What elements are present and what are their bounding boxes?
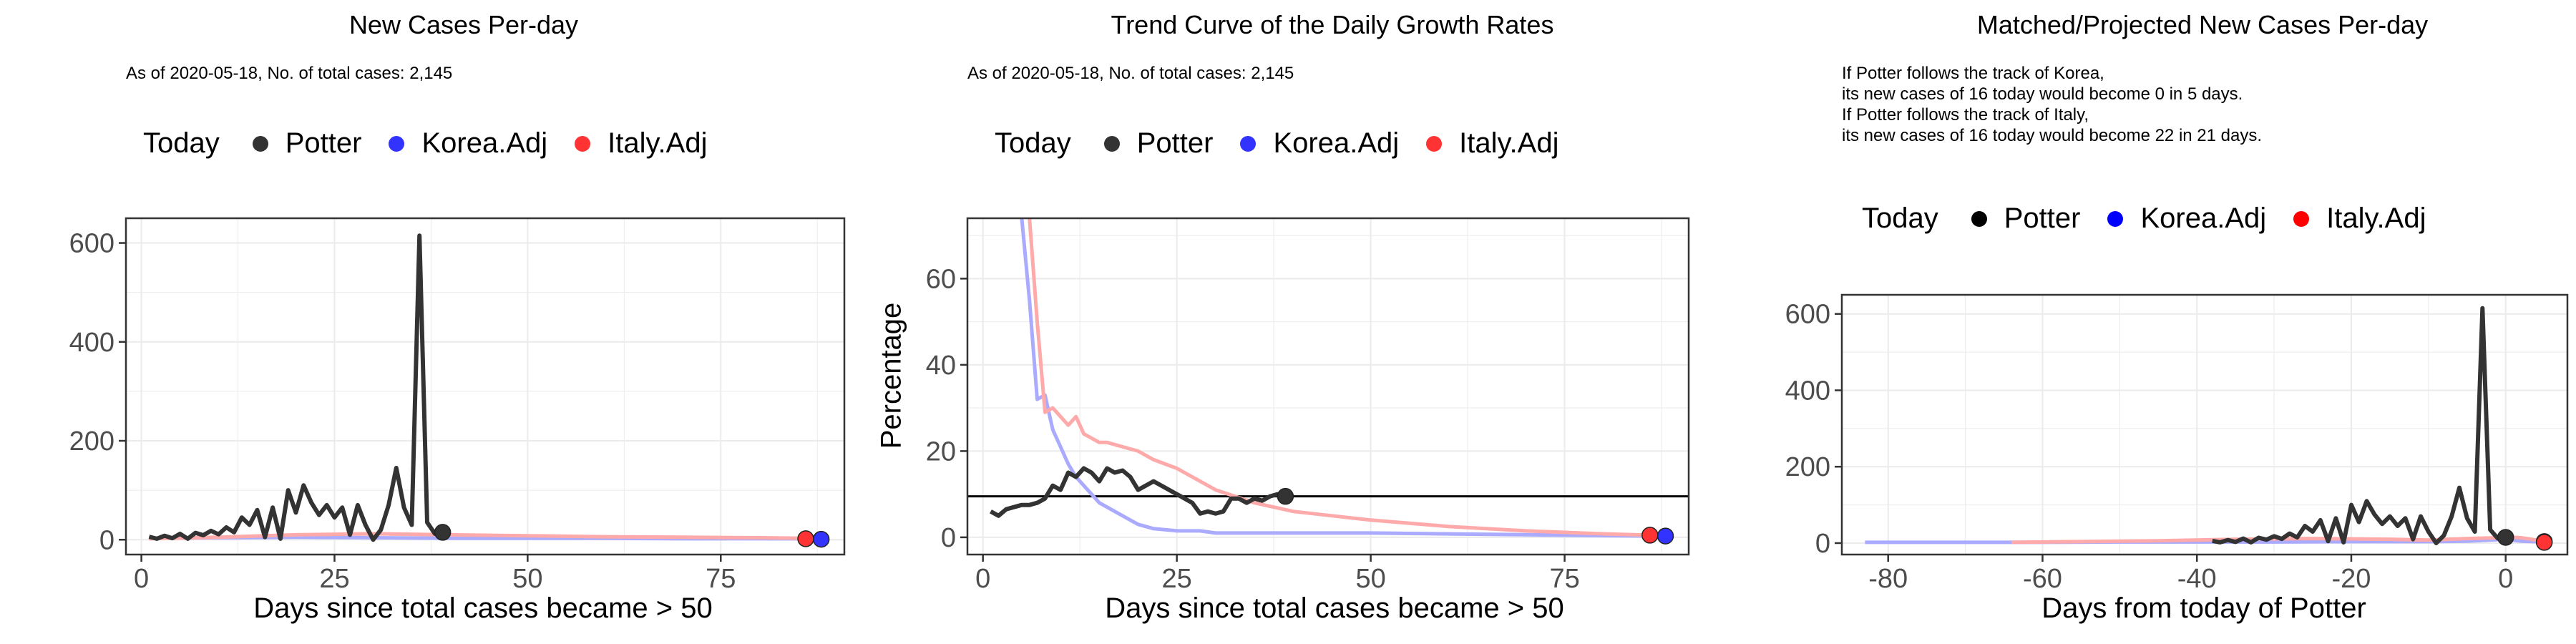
series-line-potter bbox=[148, 233, 444, 542]
y-tick-label: 600 bbox=[69, 229, 114, 259]
chart-subtitle-line: If Potter follows the track of Italy, bbox=[1842, 105, 2089, 125]
legend-italy-dot-icon bbox=[575, 135, 591, 152]
legend-korea-dot-icon bbox=[2107, 210, 2124, 227]
legend-korea-label: Korea.Adj bbox=[1273, 127, 1400, 159]
x-tick-label: 0 bbox=[975, 564, 990, 594]
chart-subtitle-line: its new cases of 16 today would become 2… bbox=[1842, 126, 2263, 145]
today-point-korea-adj bbox=[812, 530, 830, 548]
y-tick-label: 600 bbox=[1785, 300, 1830, 330]
today-point-potter bbox=[1277, 487, 1294, 505]
legend-italy-dot-icon bbox=[2293, 210, 2310, 227]
today-point-italy-adj bbox=[2535, 534, 2553, 551]
legend-potter-dot-icon bbox=[1103, 135, 1120, 152]
y-tick-label: 0 bbox=[941, 523, 956, 553]
x-axis-label: Days since total cases became > 50 bbox=[253, 592, 713, 624]
x-tick-label: 25 bbox=[1162, 564, 1192, 594]
series-line-potter bbox=[990, 466, 1287, 518]
series-group bbox=[148, 233, 821, 542]
x-tick-label: -20 bbox=[2331, 564, 2371, 594]
today-point-italy-adj bbox=[797, 530, 814, 547]
x-tick-label: 50 bbox=[1355, 564, 1385, 594]
chart-panel-new-cases: New Cases Per-day As of 2020-05-18, No. … bbox=[0, 0, 859, 644]
chart-subtitle-line: As of 2020-05-18, No. of total cases: 2,… bbox=[967, 64, 1294, 83]
series-line-korea-adj bbox=[1020, 218, 1666, 538]
y-tick-label: 20 bbox=[926, 436, 956, 467]
y-axis-label: Percentage bbox=[875, 302, 907, 449]
series-line-potter bbox=[2212, 306, 2507, 545]
y-tick-label: 200 bbox=[69, 426, 114, 457]
y-tick-label: 0 bbox=[99, 525, 114, 555]
legend-title: Today bbox=[1862, 203, 1938, 234]
x-tick-label: -40 bbox=[2177, 564, 2217, 594]
x-tick-label: 75 bbox=[1549, 564, 1579, 594]
x-tick-label: 75 bbox=[706, 564, 736, 594]
chart-title: Trend Curve of the Daily Growth Rates bbox=[1111, 10, 1554, 39]
legend-potter-dot-icon bbox=[1971, 210, 1987, 227]
series-group bbox=[967, 218, 1689, 538]
legend-korea-dot-icon bbox=[1240, 135, 1257, 152]
chart-subtitle-line: If Potter follows the track of Korea, bbox=[1842, 64, 2104, 83]
x-tick-label: -80 bbox=[1868, 564, 1908, 594]
x-tick-label: 50 bbox=[512, 564, 542, 594]
legend-potter-label: Potter bbox=[2004, 203, 2081, 234]
x-axis-label: Days from today of Potter bbox=[2041, 592, 2366, 624]
y-tick-label: 400 bbox=[69, 328, 114, 358]
legend-italy-label: Italy.Adj bbox=[1459, 127, 1559, 159]
today-point-korea-adj bbox=[1657, 527, 1674, 545]
panel-border bbox=[125, 217, 846, 556]
x-tick-label: 0 bbox=[2498, 564, 2513, 594]
legend-title: Today bbox=[995, 127, 1071, 159]
legend: Today Potter Korea.Adj Italy.Adj bbox=[143, 127, 727, 160]
legend-title: Today bbox=[143, 127, 220, 159]
today-point-potter bbox=[2497, 529, 2514, 546]
x-tick-label: 25 bbox=[319, 564, 349, 594]
legend-italy-label: Italy.Adj bbox=[2326, 203, 2426, 234]
chart-title: New Cases Per-day bbox=[348, 10, 579, 39]
series-line-italy-adj bbox=[1028, 218, 1650, 537]
chart-subtitle-line: its new cases of 16 today would become 0… bbox=[1842, 84, 2243, 104]
panel-border bbox=[966, 217, 1690, 556]
y-tick-label: 0 bbox=[1815, 529, 1830, 559]
legend-italy-dot-icon bbox=[1426, 135, 1443, 152]
legend-korea-label: Korea.Adj bbox=[2140, 203, 2267, 234]
y-tick-label: 400 bbox=[1785, 376, 1830, 406]
chart-plot-area: -80 -60 -40 -20 0 0 200 400 600 bbox=[1785, 293, 2569, 594]
y-tick-label: 200 bbox=[1785, 452, 1830, 482]
today-point-potter bbox=[434, 524, 452, 541]
series-line-italy-adj bbox=[2011, 535, 2545, 545]
series-line-italy-adj bbox=[149, 532, 806, 541]
legend-korea-dot-icon bbox=[389, 135, 405, 152]
chart-subtitle-line: As of 2020-05-18, No. of total cases: 2,… bbox=[126, 64, 453, 83]
legend: Today Potter Korea.Adj Italy.Adj bbox=[1862, 203, 2446, 235]
legend-potter-dot-icon bbox=[252, 135, 268, 152]
chart-plot-area: 0 25 50 75 0 20 40 60 bbox=[926, 217, 1690, 594]
y-tick-label: 40 bbox=[926, 351, 956, 381]
chart-panel-projected-cases: Matched/Projected New Cases Per-day If P… bbox=[1717, 0, 2576, 644]
x-axis-label: Days since total cases became > 50 bbox=[1105, 592, 1564, 624]
y-tick-label: 60 bbox=[926, 264, 956, 294]
chart-title: Matched/Projected New Cases Per-day bbox=[1976, 10, 2429, 39]
legend-korea-label: Korea.Adj bbox=[421, 127, 548, 159]
legend-potter-label: Potter bbox=[1136, 127, 1214, 159]
today-point-italy-adj bbox=[1641, 527, 1659, 544]
legend-italy-label: Italy.Adj bbox=[608, 127, 708, 159]
legend: Today Potter Korea.Adj Italy.Adj bbox=[995, 127, 1579, 160]
legend-potter-label: Potter bbox=[285, 127, 362, 159]
chart-plot-area: 0 25 50 75 0 200 400 600 bbox=[69, 217, 846, 594]
panel-border bbox=[1840, 293, 2569, 556]
chart-panel-growth-rates: Trend Curve of the Daily Growth Rates As… bbox=[859, 0, 1717, 644]
x-tick-label: 0 bbox=[134, 564, 149, 594]
series-group bbox=[1865, 306, 2545, 545]
x-tick-label: -60 bbox=[2023, 564, 2062, 594]
